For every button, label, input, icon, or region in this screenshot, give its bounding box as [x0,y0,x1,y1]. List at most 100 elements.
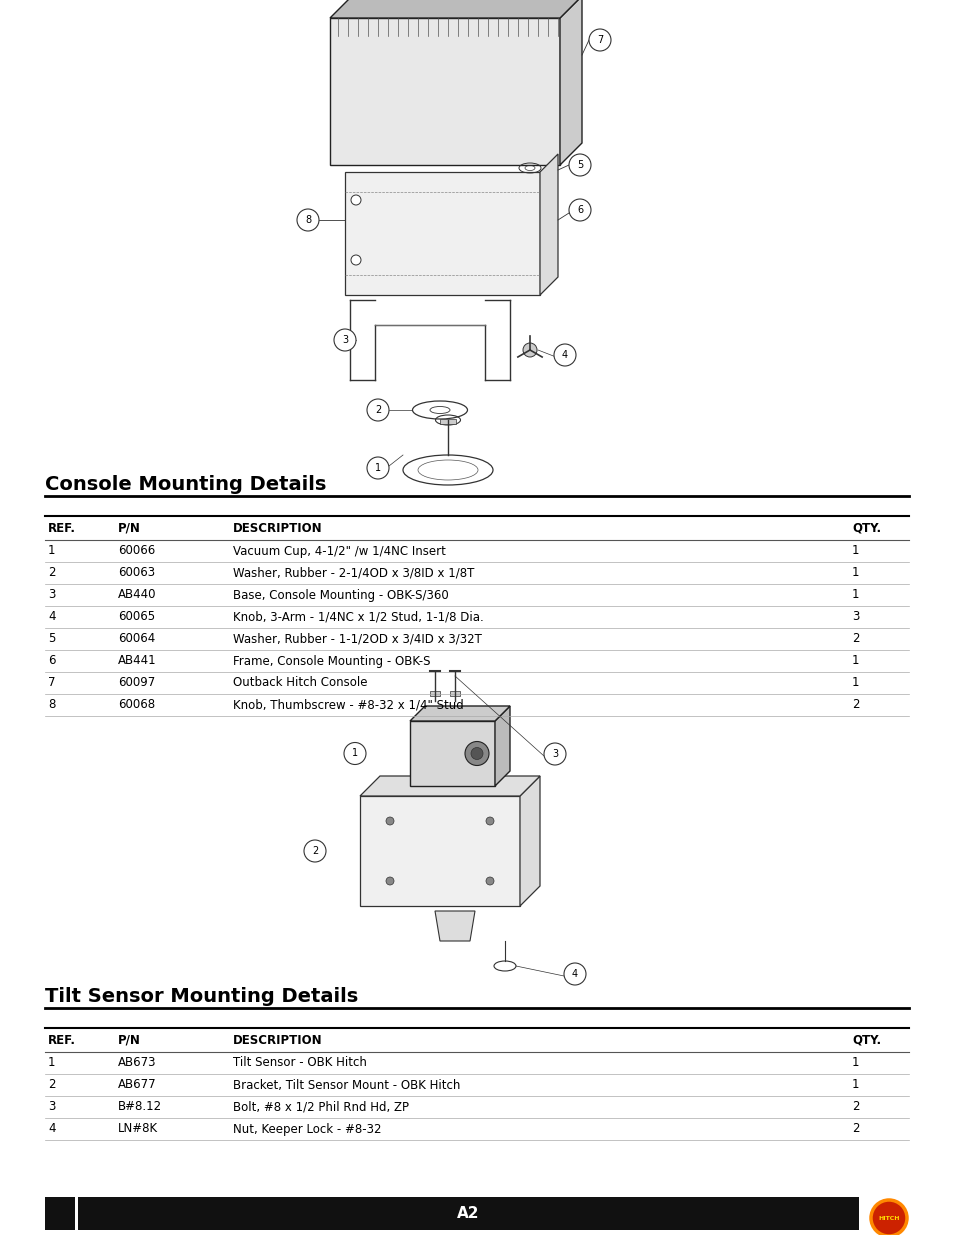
Text: 4: 4 [48,1123,55,1135]
Text: Base, Console Mounting - OBK-S/360: Base, Console Mounting - OBK-S/360 [233,589,448,601]
Text: A2: A2 [456,1207,479,1221]
FancyBboxPatch shape [450,692,459,697]
Polygon shape [410,706,510,721]
Circle shape [485,818,494,825]
Text: 60066: 60066 [118,545,155,557]
Text: 2: 2 [851,1123,859,1135]
Polygon shape [359,776,539,797]
Circle shape [870,1200,906,1235]
Text: DESCRIPTION: DESCRIPTION [233,521,322,535]
Text: 6: 6 [577,205,582,215]
Circle shape [367,399,389,421]
Text: 60065: 60065 [118,610,155,624]
Polygon shape [435,911,475,941]
Polygon shape [519,776,539,906]
Text: Outback Hitch Console: Outback Hitch Console [233,677,367,689]
Text: 5: 5 [48,632,55,646]
Text: 1: 1 [851,589,859,601]
Text: REF.: REF. [48,521,76,535]
Text: 2: 2 [48,1078,55,1092]
Text: 3: 3 [48,589,55,601]
Text: P/N: P/N [118,521,141,535]
Text: 7: 7 [597,35,602,44]
Text: Nut, Keeper Lock - #8-32: Nut, Keeper Lock - #8-32 [233,1123,381,1135]
Polygon shape [330,0,581,19]
Circle shape [386,877,394,885]
Text: B#8.12: B#8.12 [118,1100,162,1114]
Text: 3: 3 [48,1100,55,1114]
Circle shape [304,840,326,862]
Text: 1: 1 [375,463,380,473]
FancyBboxPatch shape [45,1197,75,1230]
Text: Bracket, Tilt Sensor Mount - OBK Hitch: Bracket, Tilt Sensor Mount - OBK Hitch [233,1078,460,1092]
Circle shape [563,963,585,986]
Text: Tilt Sensor Mounting Details: Tilt Sensor Mounting Details [45,987,358,1007]
Circle shape [351,195,360,205]
Text: 3: 3 [341,335,348,345]
Text: 2: 2 [851,632,859,646]
Text: DESCRIPTION: DESCRIPTION [233,1034,322,1046]
Text: 60097: 60097 [118,677,155,689]
Text: Console Mounting Details: Console Mounting Details [45,475,326,494]
Circle shape [464,741,489,766]
Circle shape [543,743,565,764]
Circle shape [386,818,394,825]
Text: AB440: AB440 [118,589,156,601]
Text: 8: 8 [48,699,55,711]
Text: 2: 2 [48,567,55,579]
Text: 1: 1 [851,545,859,557]
Text: Vacuum Cup, 4-1/2" /w 1/4NC Insert: Vacuum Cup, 4-1/2" /w 1/4NC Insert [233,545,445,557]
Text: 60068: 60068 [118,699,155,711]
Text: Washer, Rubber - 2-1/4OD x 3/8ID x 1/8T: Washer, Rubber - 2-1/4OD x 3/8ID x 1/8T [233,567,474,579]
Text: P/N: P/N [118,1034,141,1046]
Text: 60063: 60063 [118,567,155,579]
Text: 5: 5 [577,161,582,170]
FancyBboxPatch shape [410,721,495,785]
Text: 4: 4 [561,350,567,359]
Text: 4: 4 [48,610,55,624]
Text: REF.: REF. [48,1034,76,1046]
Text: 1: 1 [851,1056,859,1070]
Polygon shape [559,0,581,165]
Text: LN#8K: LN#8K [118,1123,158,1135]
Polygon shape [359,797,519,906]
Circle shape [522,343,537,357]
Text: 1: 1 [48,1056,55,1070]
FancyBboxPatch shape [439,419,456,424]
Circle shape [351,254,360,266]
Text: Knob, 3-Arm - 1/4NC x 1/2 Stud, 1-1/8 Dia.: Knob, 3-Arm - 1/4NC x 1/2 Stud, 1-1/8 Di… [233,610,483,624]
Text: Frame, Console Mounting - OBK-S: Frame, Console Mounting - OBK-S [233,655,430,667]
Text: 6: 6 [48,655,55,667]
Text: QTY.: QTY. [851,521,881,535]
Text: 8: 8 [305,215,311,225]
Text: 2: 2 [312,846,317,856]
FancyBboxPatch shape [345,172,539,295]
Text: 1: 1 [352,748,357,758]
Text: Bolt, #8 x 1/2 Phil Rnd Hd, ZP: Bolt, #8 x 1/2 Phil Rnd Hd, ZP [233,1100,409,1114]
Text: AB441: AB441 [118,655,156,667]
Circle shape [471,747,482,760]
Circle shape [344,742,366,764]
Text: AB673: AB673 [118,1056,156,1070]
Text: HITCH: HITCH [878,1215,899,1220]
Polygon shape [495,706,510,785]
Text: 1: 1 [48,545,55,557]
Circle shape [485,877,494,885]
Text: 4: 4 [572,969,578,979]
Text: QTY.: QTY. [851,1034,881,1046]
Text: AB677: AB677 [118,1078,156,1092]
Text: 7: 7 [48,677,55,689]
Circle shape [554,345,576,366]
Text: 3: 3 [552,748,558,760]
Text: 1: 1 [851,677,859,689]
Text: 1: 1 [851,655,859,667]
FancyBboxPatch shape [78,1197,858,1230]
Text: Washer, Rubber - 1-1/2OD x 3/4ID x 3/32T: Washer, Rubber - 1-1/2OD x 3/4ID x 3/32T [233,632,481,646]
Circle shape [568,154,590,177]
Text: 2: 2 [851,1100,859,1114]
Text: 60064: 60064 [118,632,155,646]
Text: 2: 2 [851,699,859,711]
Text: 1: 1 [851,567,859,579]
Circle shape [588,28,610,51]
Circle shape [296,209,318,231]
